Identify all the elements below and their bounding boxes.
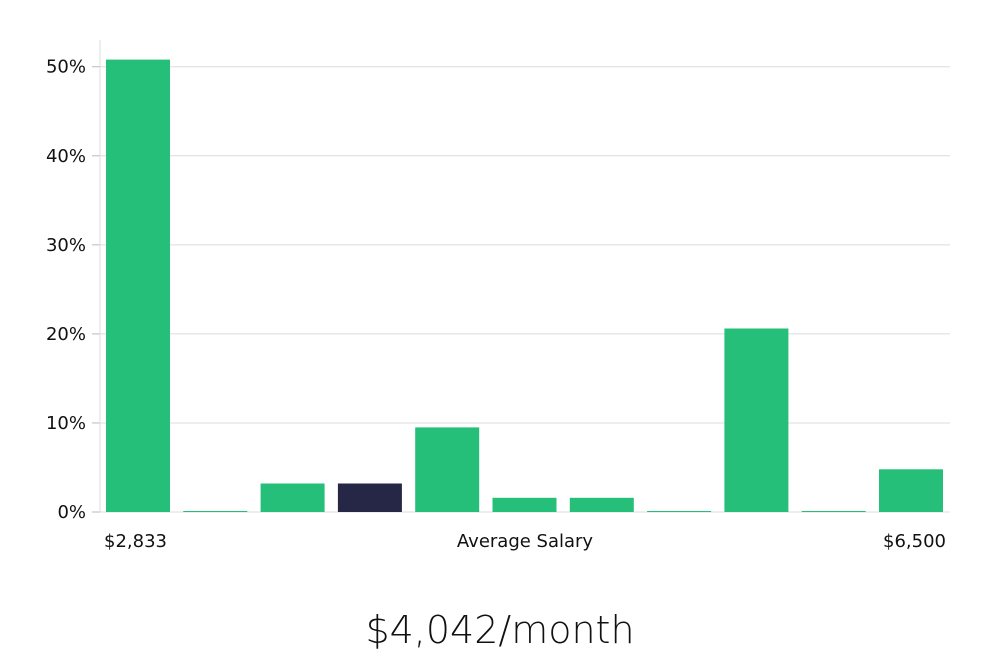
salary-histogram: 0%10%20%30%40%50% $2,833 Average Salary … <box>46 40 950 552</box>
bar <box>260 483 325 512</box>
y-tick-label: 40% <box>46 146 86 167</box>
average-salary-summary: $4,042/month <box>365 608 635 652</box>
y-tick-label: 10% <box>46 413 86 434</box>
x-label-max: $6,500 <box>883 531 946 552</box>
bar-highlighted <box>337 483 402 512</box>
bar <box>647 511 712 512</box>
bar <box>492 497 557 512</box>
bar <box>724 328 789 512</box>
bar <box>106 59 170 512</box>
bar <box>415 427 480 512</box>
y-tick-label: 50% <box>46 57 86 78</box>
x-axis-title: Average Salary <box>457 531 594 552</box>
bar <box>801 511 866 512</box>
y-axis-labels: 0% 10% 20% 30% 40% 50% <box>46 57 86 523</box>
y-tick-label: 30% <box>46 235 86 256</box>
bar <box>569 497 634 512</box>
bar <box>183 511 248 512</box>
bar <box>879 469 943 512</box>
x-label-min: $2,833 <box>104 531 167 552</box>
y-tick-label: 20% <box>46 324 86 345</box>
y-tick-label: 0% <box>57 502 86 523</box>
bars <box>106 59 943 512</box>
grid-lines <box>92 66 950 513</box>
